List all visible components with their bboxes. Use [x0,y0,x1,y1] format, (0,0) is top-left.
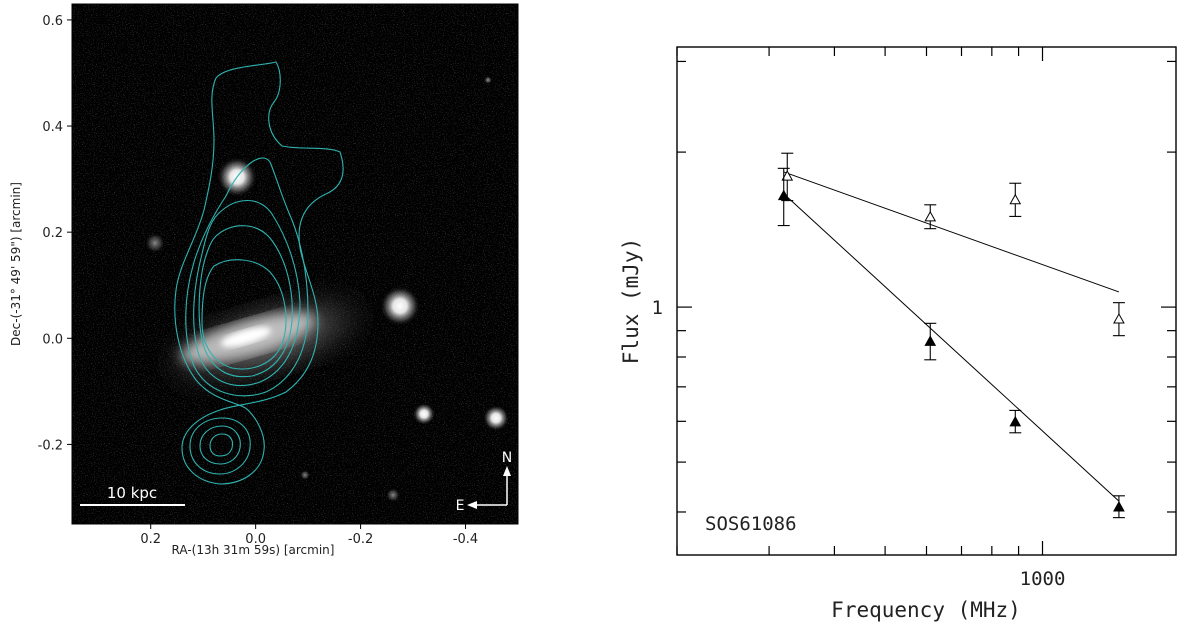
galaxy-core [220,327,272,347]
compass-north-label: N [502,450,512,466]
spectrum-frame [676,46,1177,556]
faint-source [386,488,400,502]
compass-east-label: E [456,498,465,514]
fit-line-filled [783,193,1120,502]
spectrum-marks [777,152,1125,519]
spectrum-y-tick-label: 1 [652,297,663,319]
contour-level-4 [198,225,293,378]
sky-y-tick-label: 0.0 [42,332,63,347]
sky-x-tick-label: -0.2 [348,532,373,547]
sky-image: 10 kpc N E [72,4,518,524]
sky-image-panel: 10 kpc N E 0.2 0.0 -0.2 -0.4 0.6 0.4 0.2 0.0 -0.… [9,3,519,557]
data-point-filled-triangle [924,335,937,346]
contour-level-2 [185,157,309,397]
sky-noise [72,4,518,524]
sky-x-axis-title: RA-(13h 31m 59s) [arcmin] [172,543,335,557]
faint-source [484,76,492,84]
compass [467,466,511,509]
contour-level-3-south [199,425,241,465]
contour-level-5 [201,259,287,370]
sky-y-tick-label: 0.6 [42,14,63,29]
sky-image-ticks: 0.2 0.0 -0.2 -0.4 0.6 0.4 0.2 0.0 -0.2 [38,14,479,547]
faint-source [300,470,310,480]
sky-y-axis-title: Dec-(-31° 49' 59") [arcmin] [9,182,23,346]
fit-line-open [783,171,1120,293]
sky-y-tick-label: 0.4 [42,120,63,135]
bright-star [380,286,420,326]
sky-x-tick-label: 0.2 [140,532,161,547]
spectrum-panel: 1000 1 SOS61086 Frequency (MHz) Flux (mJy… [619,46,1177,622]
data-point-open-triangle [1113,313,1125,324]
faint-source [145,233,165,253]
radio-contours [174,61,344,485]
contour-level-3 [193,200,301,386]
contour-level-4-south [209,433,234,457]
star [413,403,435,425]
contour-level-1 [174,61,344,485]
compass-east-head [467,501,477,509]
data-point-filled-triangle [1009,415,1022,427]
sky-y-tick-label: -0.2 [38,438,63,453]
spectrum-x-tick-label: 1000 [1020,568,1066,590]
spectrum-y-axis-title: Flux (mJy) [619,238,643,364]
compass-north-head [503,466,511,476]
sky-x-tick-label: 0.0 [245,532,266,547]
data-point-open-triangle [781,170,794,181]
scale-bar-label: 10 kpc [107,484,157,502]
sky-image-frame [71,3,519,525]
data-point-open-triangle [1009,193,1022,205]
spectrum-ticks: 1000 1 [652,47,1176,590]
spectrum-x-axis-title: Frequency (MHz) [831,598,1021,622]
contour-level-2-south [189,417,251,475]
sky-y-tick-label: 0.2 [42,226,63,241]
data-point-filled-triangle [777,189,790,201]
sky-x-tick-label: -0.4 [453,532,478,547]
data-point-filled-triangle [1113,500,1125,512]
star [483,405,509,431]
source-name-label: SOS61086 [705,513,797,535]
data-point-open-triangle [924,210,937,222]
